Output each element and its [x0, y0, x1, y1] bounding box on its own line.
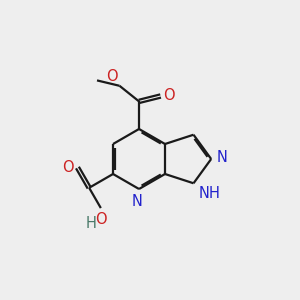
Text: O: O: [95, 212, 106, 227]
Text: N: N: [132, 194, 143, 209]
Text: N: N: [199, 186, 210, 201]
Text: H: H: [208, 186, 219, 201]
Text: O: O: [106, 69, 118, 84]
Text: O: O: [62, 160, 74, 175]
Text: N: N: [217, 150, 227, 165]
Text: H: H: [86, 217, 97, 232]
Text: O: O: [163, 88, 175, 104]
